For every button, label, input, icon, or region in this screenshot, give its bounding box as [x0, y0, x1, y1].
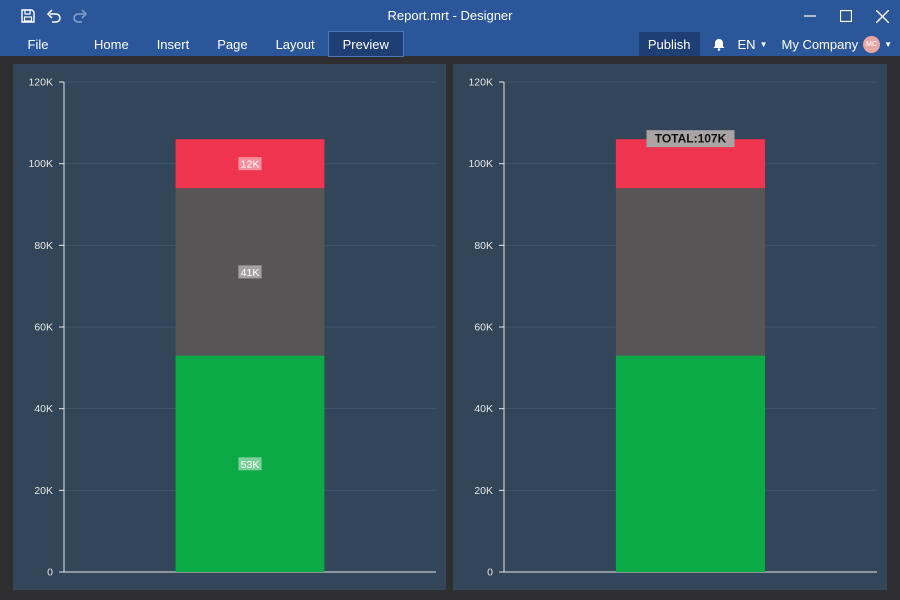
- bar-segment[interactable]: [175, 139, 325, 189]
- ribbon-tabs: Home Insert Page Layout Preview: [80, 31, 404, 57]
- company-name: My Company: [781, 36, 859, 52]
- y-tick-label: 80K: [474, 240, 493, 252]
- publish-button[interactable]: Publish: [638, 32, 700, 56]
- maximize-icon[interactable]: [828, 0, 864, 32]
- y-tick-label: 120K: [28, 77, 53, 89]
- menu-right: Publish EN ▼ My Company MC ▼: [638, 32, 892, 56]
- tab-preview[interactable]: Preview: [327, 31, 404, 57]
- bar-segment[interactable]: [615, 139, 766, 189]
- undo-icon[interactable]: [44, 6, 64, 26]
- data-label-bg: [238, 457, 262, 471]
- total-label: TOTAL:107K: [655, 132, 727, 146]
- stacked-bar-chart-right: 0 20K 40K 60K 80K 100K 120K TOTAL:107K: [468, 77, 877, 579]
- y-tick-label: 100K: [468, 158, 493, 170]
- bar-segment[interactable]: [615, 188, 766, 356]
- y-tick-label: 40K: [474, 403, 493, 415]
- total-label-bg: [646, 130, 735, 148]
- chevron-down-icon: ▼: [884, 39, 892, 49]
- window-controls: [792, 0, 900, 32]
- tab-home[interactable]: Home: [94, 36, 129, 52]
- chevron-down-icon: ▼: [759, 39, 768, 49]
- y-tick-label: 60K: [474, 322, 493, 334]
- quick-access-toolbar: [18, 6, 90, 26]
- bar-segment[interactable]: [615, 355, 766, 572]
- y-tick-label: 80K: [34, 240, 53, 252]
- bar-segment[interactable]: [175, 355, 325, 572]
- y-tick-label: 20K: [34, 485, 53, 497]
- save-icon[interactable]: [18, 6, 38, 26]
- redo-icon[interactable]: [70, 6, 90, 26]
- y-tick-label: 120K: [468, 77, 493, 89]
- data-label-bg: [238, 265, 262, 279]
- stacked-bar-chart-left: 0 20K 40K 60K 80K 100K 120K 53K 41K 12K: [28, 77, 436, 579]
- data-label: 12K: [241, 159, 260, 171]
- account-menu[interactable]: My Company MC ▼: [781, 35, 892, 53]
- avatar: MC: [863, 35, 881, 53]
- tab-page[interactable]: Page: [217, 36, 248, 52]
- tab-insert[interactable]: Insert: [156, 36, 190, 52]
- title-bar: Report.mrt - Designer: [0, 0, 900, 32]
- language-label: EN: [737, 36, 756, 52]
- y-tick-label: 40K: [34, 403, 53, 415]
- bell-icon[interactable]: [710, 32, 728, 56]
- data-label: 53K: [241, 459, 260, 471]
- menu-bar: File Home Insert Page Layout Preview Pub…: [0, 31, 900, 57]
- tab-layout[interactable]: Layout: [275, 36, 315, 52]
- y-tick-label: 100K: [28, 158, 53, 170]
- y-tick-label: 20K: [474, 485, 493, 497]
- chart-panel-left: 0 20K 40K 60K 80K 100K 120K 53K 41K 12K: [13, 64, 446, 590]
- bar-segment[interactable]: [175, 188, 325, 356]
- file-menu[interactable]: File: [27, 36, 49, 52]
- y-tick-label: 60K: [34, 322, 53, 334]
- window-title: Report.mrt - Designer: [387, 8, 513, 23]
- data-label: 41K: [241, 267, 260, 279]
- data-label-bg: [238, 157, 262, 171]
- minimize-icon[interactable]: [792, 0, 828, 32]
- y-tick-label: 0: [47, 567, 53, 579]
- language-selector[interactable]: EN ▼: [738, 37, 768, 52]
- y-tick-label: 0: [487, 567, 493, 579]
- close-icon[interactable]: [864, 0, 900, 32]
- chart-panel-right: 0 20K 40K 60K 80K 100K 120K TOTAL:107K: [453, 64, 887, 590]
